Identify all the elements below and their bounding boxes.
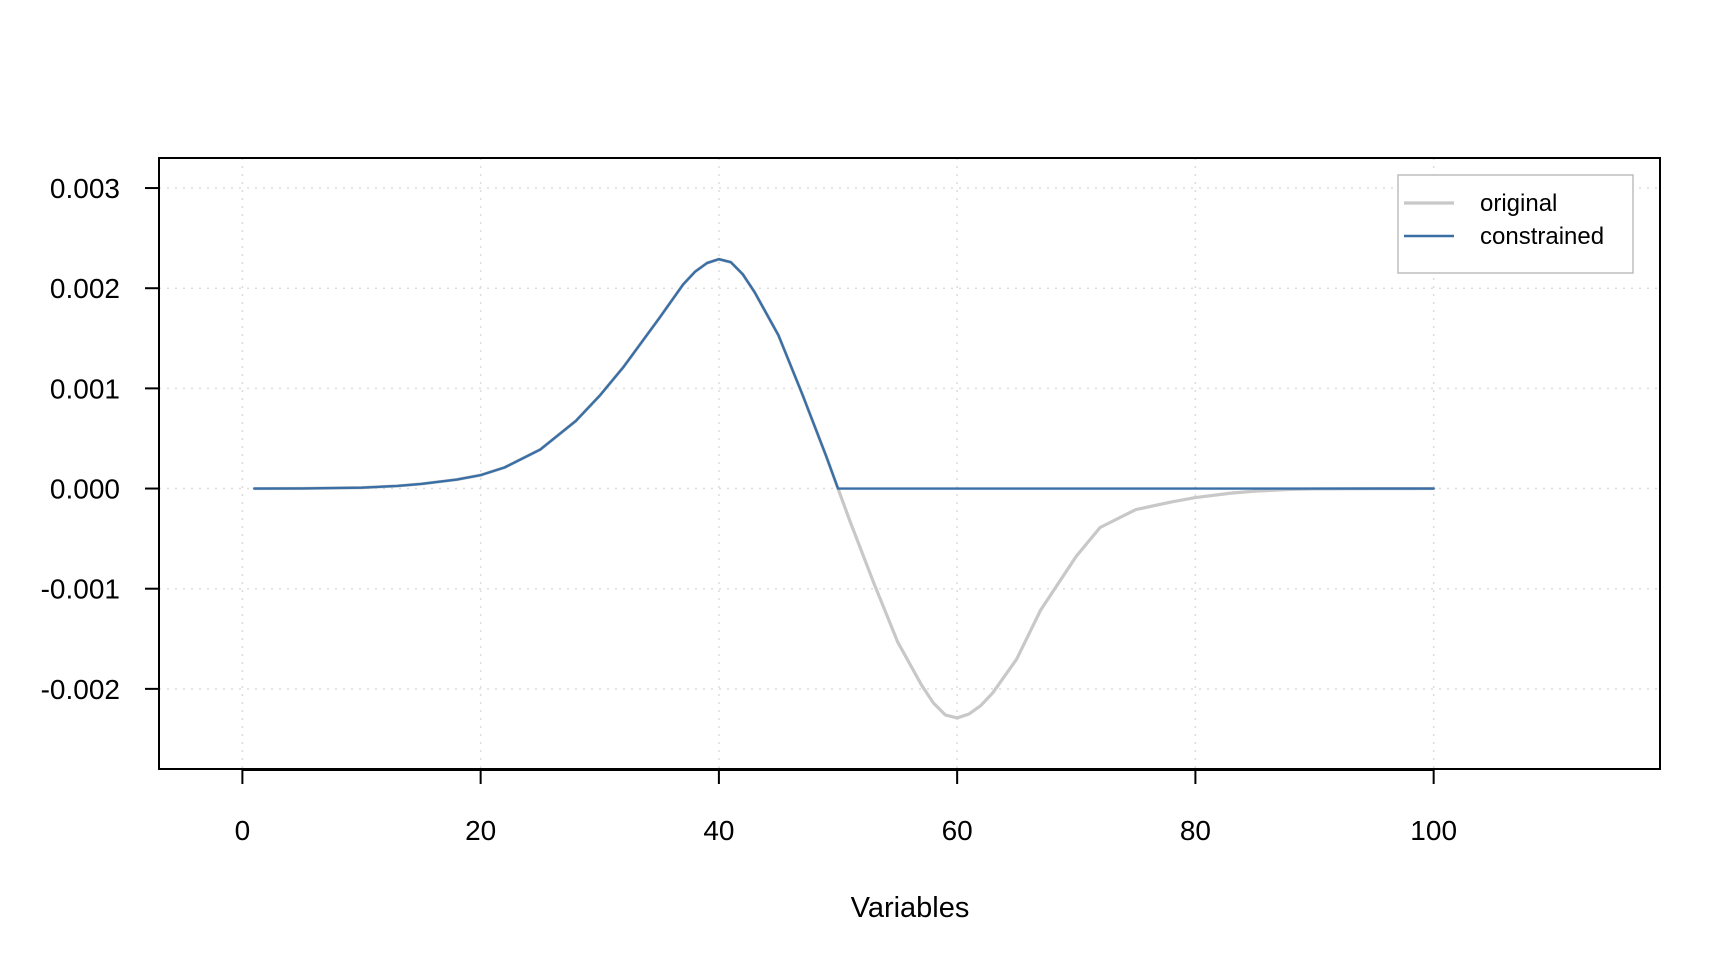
x-tick-label-0: 0: [235, 815, 251, 846]
x-tick-label-4: 80: [1180, 815, 1211, 846]
axis-layer: 0 20 40 60 80 100 0.003 0.002 0.001 0.000 -0.001 -0…: [41, 173, 1457, 846]
y-tick-label-5: -0.002: [41, 674, 120, 705]
legend: original constrained: [1397, 174, 1634, 274]
legend-label-constrained: constrained: [1480, 223, 1604, 250]
y-tick-label-3: 0.000: [50, 474, 120, 505]
legend-box: [1397, 174, 1634, 274]
series-layer: [252, 257, 1436, 720]
legend-label-original: original: [1480, 190, 1557, 217]
y-tick-label-2: 0.001: [50, 373, 120, 404]
x-axis-title: Variables: [851, 892, 970, 924]
y-tick-label-0: 0.003: [50, 173, 120, 204]
y-tick-label-1: 0.002: [50, 273, 120, 304]
y-tick-label-4: -0.001: [41, 574, 120, 605]
x-tick-label-2: 40: [703, 815, 734, 846]
x-tick-label-1: 20: [465, 815, 496, 846]
grid-layer: [159, 158, 1660, 769]
x-tick-label-3: 60: [942, 815, 973, 846]
x-tick-label-5: 100: [1410, 815, 1457, 846]
series-line-constrained: [253, 257, 1435, 490]
